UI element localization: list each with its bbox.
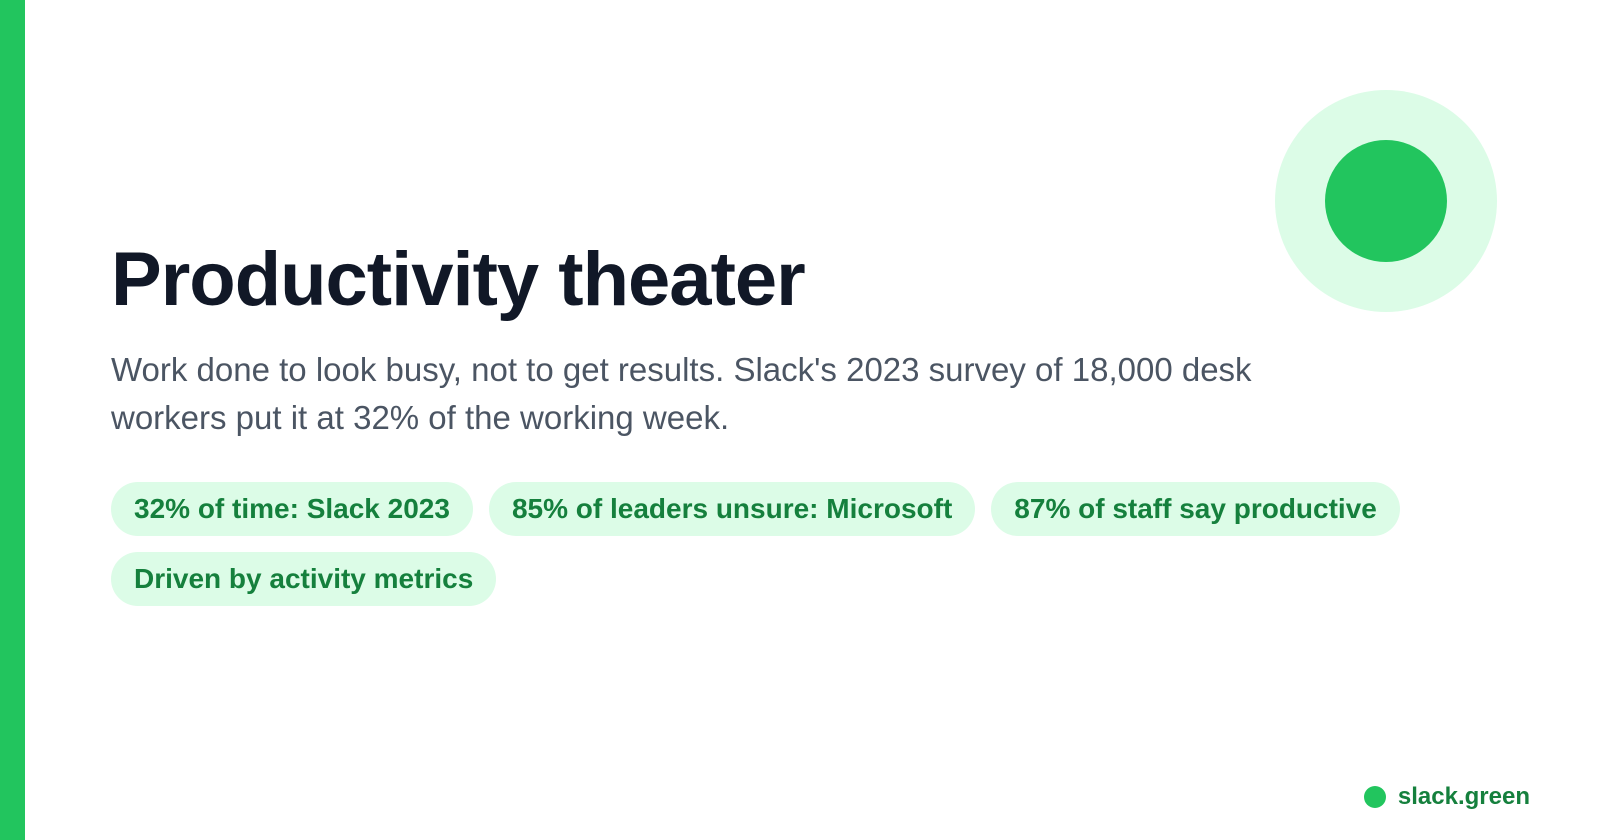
tag-staff-stat: 87% of staff say productive — [991, 482, 1400, 536]
page-subtitle: Work done to look busy, not to get resul… — [111, 351, 1252, 436]
target-circle-icon — [1275, 90, 1497, 312]
tag-slack-stat: 32% of time: Slack 2023 — [111, 482, 473, 536]
tag-microsoft-stat: 85% of leaders unsure: Microsoft — [488, 482, 976, 536]
brand-footer: slack.green — [1363, 783, 1530, 811]
page-title: Productivity theater — [111, 237, 806, 322]
tag-list: 32% of time: Slack 2023 85% of leaders u… — [111, 482, 1431, 606]
target-center-dot — [1325, 140, 1447, 262]
left-accent-bar — [0, 0, 25, 840]
brand-label: slack.green — [1397, 783, 1530, 810]
tag-activity-metrics: Driven by activity metrics — [111, 552, 497, 606]
dot-icon — [1363, 786, 1386, 808]
